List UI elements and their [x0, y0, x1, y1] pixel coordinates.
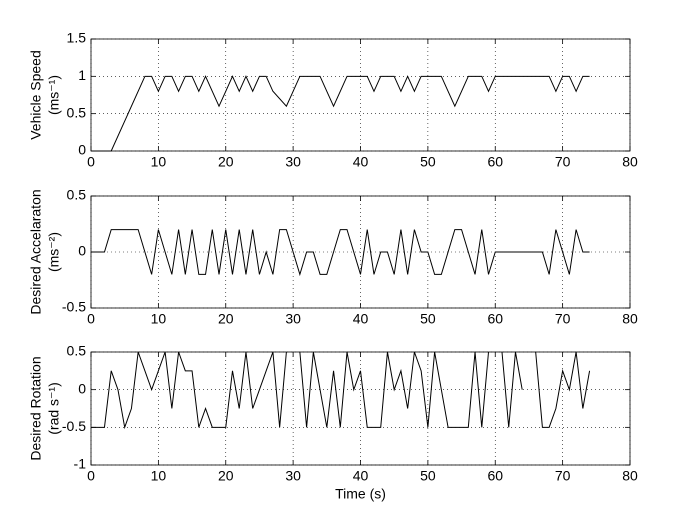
y-tick-label: 0: [78, 142, 86, 158]
x-tick-label: 80: [622, 468, 638, 484]
x-tick-label: 60: [487, 468, 503, 484]
data-line: [91, 229, 590, 277]
y-tick-label: -1: [74, 456, 87, 472]
y-axis-label: Desired Accelaraton: [28, 189, 44, 314]
x-tick-label: 10: [151, 311, 167, 327]
data-line: [91, 75, 590, 152]
x-tick-label: 20: [218, 468, 234, 484]
y-tick-label: 0: [78, 243, 86, 259]
y-axis-label: Vehicle Speed: [28, 50, 44, 140]
x-tick-label: 70: [555, 468, 571, 484]
x-tick-label: 0: [87, 468, 95, 484]
x-tick-label: 70: [555, 311, 571, 327]
y-tick-label: -0.5: [62, 299, 86, 315]
x-tick-label: 10: [151, 468, 167, 484]
x-tick-label: 50: [420, 154, 436, 170]
y-axis-label: (rad s⁻¹): [46, 382, 62, 435]
x-tick-label: 50: [420, 468, 436, 484]
x-tick-label: 40: [353, 154, 369, 170]
x-tick-label: 80: [622, 154, 638, 170]
x-tick-label: 10: [151, 154, 167, 170]
axes-frame: [90, 38, 631, 152]
x-tick-label: 30: [285, 154, 301, 170]
x-tick-label: 70: [555, 154, 571, 170]
y-tick-label: 0.5: [67, 343, 87, 359]
y-tick-label: 0.5: [67, 104, 87, 120]
x-tick-label: 40: [353, 468, 369, 484]
data-line: [91, 351, 591, 430]
y-tick-label: -0.5: [62, 418, 86, 434]
x-tick-label: 0: [87, 154, 95, 170]
x-tick-label: 60: [487, 154, 503, 170]
x-tick-label: 30: [285, 311, 301, 327]
x-axis-label: Time (s): [335, 486, 386, 502]
x-tick-label: 20: [218, 154, 234, 170]
y-tick-label: 1: [78, 67, 86, 83]
y-tick-label: 0.5: [67, 187, 87, 203]
x-tick-label: 30: [285, 468, 301, 484]
y-tick-label: 0: [78, 380, 86, 396]
x-tick-label: 50: [420, 311, 436, 327]
axes-frame: [90, 351, 631, 466]
y-tick-label: 1.5: [67, 30, 87, 46]
y-axis-label: (ms⁻¹): [46, 75, 62, 115]
x-tick-label: 60: [487, 311, 503, 327]
y-axis-label: (ms⁻²): [46, 232, 62, 272]
x-tick-label: 0: [87, 311, 95, 327]
x-tick-label: 40: [353, 311, 369, 327]
x-tick-label: 20: [218, 311, 234, 327]
x-tick-label: 80: [622, 311, 638, 327]
y-axis-label: Desired Rotation: [28, 356, 44, 460]
